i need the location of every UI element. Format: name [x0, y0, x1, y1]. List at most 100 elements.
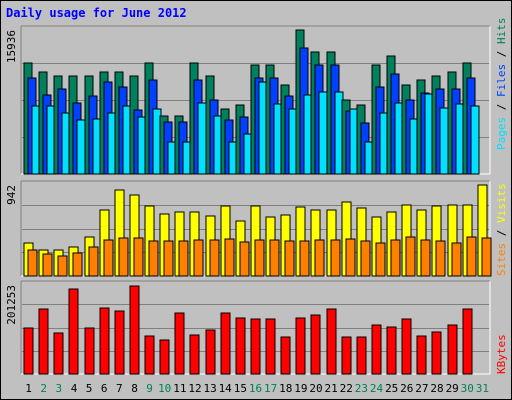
- middle-bar-sites: [314, 239, 325, 277]
- middle-bar-sites: [254, 239, 265, 277]
- x-tick-label: 21: [324, 382, 337, 395]
- middle-legend: Sites / Visits: [495, 183, 508, 276]
- x-tick-label: 23: [355, 382, 368, 395]
- bottom-bar-kbytes: [295, 317, 306, 375]
- top-bar-pages: [197, 102, 207, 175]
- bottom-bar-kbytes: [129, 285, 140, 375]
- x-tick-label: 4: [71, 382, 78, 395]
- middle-bar-sites: [133, 237, 144, 277]
- x-tick-label: 15: [234, 382, 247, 395]
- bottom-bar-kbytes: [53, 332, 64, 375]
- middle-bar-sites: [209, 239, 220, 277]
- x-tick-label: 18: [279, 382, 292, 395]
- legend-entry: Pages: [495, 117, 508, 150]
- x-tick-label: 26: [400, 382, 413, 395]
- legend-entry: /: [495, 44, 508, 64]
- legend-entry: Files: [495, 64, 508, 97]
- x-tick-label: 17: [264, 382, 277, 395]
- middle-bar-sites: [88, 246, 99, 277]
- x-tick-label: 28: [430, 382, 443, 395]
- top-bar-pages: [470, 105, 480, 175]
- x-tick-label: 10: [158, 382, 171, 395]
- bottom-bar-kbytes: [205, 329, 216, 375]
- x-tick-label: 3: [55, 382, 62, 395]
- x-tick-label: 1: [25, 382, 32, 395]
- bottom-bar-kbytes: [159, 339, 170, 375]
- middle-bar-sites: [239, 241, 250, 277]
- bottom-bar-kbytes: [280, 336, 291, 375]
- bottom-bar-kbytes: [462, 308, 473, 375]
- legend-entry: /: [495, 223, 508, 243]
- bottom-bar-kbytes: [84, 327, 95, 375]
- middle-bar-sites: [466, 236, 477, 277]
- x-tick-label: 31: [476, 382, 489, 395]
- bottom-bar-kbytes: [326, 308, 337, 375]
- legend-entry: /: [495, 97, 508, 117]
- middle-bar-sites: [375, 242, 386, 277]
- x-tick-label: 9: [146, 382, 153, 395]
- bottom-bar-kbytes: [68, 288, 79, 375]
- top-legend: Pages / Files / Hits: [495, 18, 508, 151]
- middle-bar-sites: [103, 239, 114, 277]
- x-tick-label: 13: [203, 382, 216, 395]
- middle-bar-sites: [57, 255, 68, 277]
- middle-bar-sites: [390, 239, 401, 277]
- top-bar-pages: [76, 119, 86, 175]
- bottom-bar-kbytes: [174, 312, 185, 375]
- x-tick-label: 29: [446, 382, 459, 395]
- x-tick-label: 5: [86, 382, 93, 395]
- legend-entry: Hits: [495, 18, 508, 45]
- legend-entry: Visits: [495, 183, 508, 223]
- bottom-bar-kbytes: [99, 307, 110, 375]
- middle-bar-sites: [299, 240, 310, 277]
- middle-bar-sites: [451, 242, 462, 277]
- middle-bar-sites: [481, 237, 492, 277]
- x-tick-label: 20: [309, 382, 322, 395]
- legend-entry: Sites: [495, 243, 508, 276]
- middle-ymax-label: 942: [5, 185, 18, 205]
- middle-bar-sites: [178, 240, 189, 277]
- x-tick-label: 25: [385, 382, 398, 395]
- bottom-bar-kbytes: [23, 327, 34, 375]
- top-bar-pages: [439, 107, 449, 175]
- legend-entry: KBytes: [495, 334, 508, 374]
- x-tick-label: 11: [173, 382, 186, 395]
- chart-title: Daily usage for June 2012: [6, 6, 187, 20]
- bottom-bar-kbytes: [189, 334, 200, 375]
- middle-bar-sites: [435, 240, 446, 277]
- middle-bar-sites: [360, 240, 371, 277]
- bottom-bar-kbytes: [401, 318, 412, 375]
- bottom-bar-kbytes: [250, 318, 261, 375]
- middle-bar-sites: [420, 239, 431, 277]
- bottom-bar-kbytes: [341, 336, 352, 375]
- middle-bar-sites: [72, 252, 83, 277]
- x-tick-label: 16: [249, 382, 262, 395]
- bottom-bar-kbytes: [356, 336, 367, 375]
- x-tick-label: 12: [188, 382, 201, 395]
- x-tick-label: 7: [116, 382, 123, 395]
- middle-bar-sites: [284, 240, 295, 277]
- middle-bar-sites: [27, 249, 38, 277]
- bottom-ymax-label: 201253: [5, 285, 18, 325]
- bottom-bar-kbytes: [220, 312, 231, 375]
- bottom-bar-kbytes: [447, 324, 458, 375]
- middle-bar-sites: [405, 236, 416, 277]
- middle-bar-sites: [330, 239, 341, 277]
- x-tick-label: 27: [415, 382, 428, 395]
- x-tick-label: 22: [340, 382, 353, 395]
- middle-bar-sites: [193, 239, 204, 277]
- middle-bar-sites: [345, 238, 356, 277]
- top-bar-pages: [318, 91, 328, 175]
- bottom-bar-kbytes: [310, 314, 321, 375]
- bottom-bar-kbytes: [371, 324, 382, 375]
- middle-bar-sites: [224, 238, 235, 277]
- middle-bar-sites: [118, 237, 129, 277]
- x-tick-label: 30: [461, 382, 474, 395]
- bottom-bar-kbytes: [431, 331, 442, 375]
- bottom-bar-kbytes: [114, 310, 125, 375]
- middle-bar-sites: [42, 253, 53, 277]
- bottom-bar-kbytes: [416, 335, 427, 375]
- bottom-bar-kbytes: [265, 318, 276, 375]
- x-tick-label: 14: [219, 382, 233, 395]
